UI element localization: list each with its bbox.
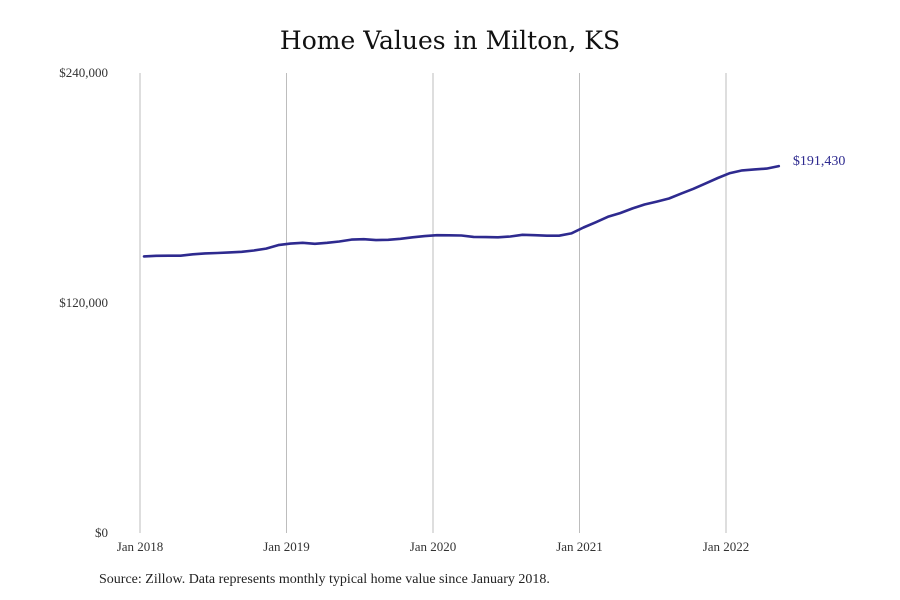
x-tick-label: Jan 2022 <box>703 539 750 554</box>
y-tick-label: $240,000 <box>59 65 108 80</box>
x-tick-label: Jan 2018 <box>117 539 164 554</box>
chart-title: Home Values in Milton, KS <box>279 26 621 55</box>
last-value-label: $191,430 <box>793 154 846 169</box>
y-axis-ticks: $0 $120,000 $240,000 <box>59 65 108 540</box>
gridlines <box>139 73 727 533</box>
y-tick-label: $120,000 <box>59 295 108 310</box>
source-note: Source: Zillow. Data represents monthly … <box>99 572 550 587</box>
series-layer <box>142 164 781 258</box>
x-axis-ticks: Jan 2018 Jan 2019 Jan 2020 Jan 2021 Jan 2022 <box>117 539 750 554</box>
x-tick-label: Jan 2020 <box>410 539 457 554</box>
y-tick-label: $0 <box>95 525 108 540</box>
x-tick-label: Jan 2019 <box>263 539 310 554</box>
x-tick-label: Jan 2021 <box>556 539 603 554</box>
series-line <box>142 164 781 258</box>
